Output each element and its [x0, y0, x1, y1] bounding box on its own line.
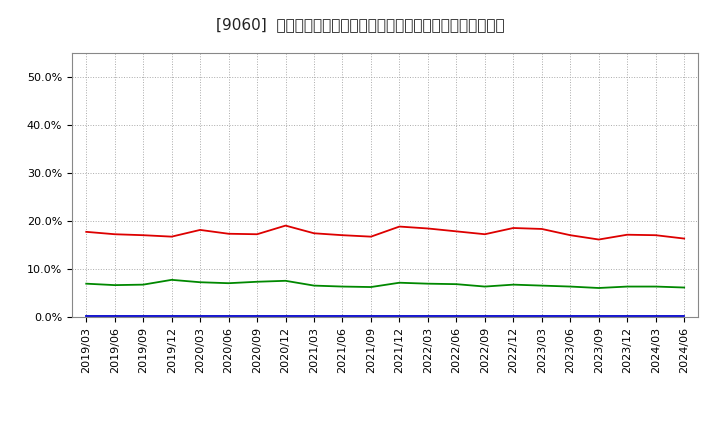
買入債務 — [423, 281, 432, 286]
買入債務 — [282, 278, 290, 283]
在庫 — [652, 314, 660, 319]
売上債権 — [82, 229, 91, 235]
買入債務 — [480, 284, 489, 289]
売上債権 — [167, 234, 176, 239]
売上債権 — [509, 225, 518, 231]
売上債権 — [338, 233, 347, 238]
在庫 — [225, 314, 233, 319]
在庫 — [566, 314, 575, 319]
在庫 — [366, 314, 375, 319]
売上債権 — [623, 232, 631, 237]
在庫 — [395, 314, 404, 319]
買入債務 — [595, 286, 603, 291]
売上債権 — [282, 223, 290, 228]
買入債務 — [452, 282, 461, 287]
売上債権 — [595, 237, 603, 242]
買入債務 — [623, 284, 631, 289]
在庫 — [452, 314, 461, 319]
売上債権 — [680, 236, 688, 241]
Text: [9060]  売上債権、在庫、買入債務の総資産に対する比率の推移: [9060] 売上債権、在庫、買入債務の総資産に対する比率の推移 — [216, 18, 504, 33]
在庫 — [423, 314, 432, 319]
買入債務 — [253, 279, 261, 284]
買入債務 — [680, 285, 688, 290]
買入債務 — [652, 284, 660, 289]
買入債務 — [338, 284, 347, 289]
売上債権 — [310, 231, 318, 236]
買入債務 — [225, 281, 233, 286]
売上債権 — [366, 234, 375, 239]
買入債務 — [310, 283, 318, 288]
買入債務 — [139, 282, 148, 287]
在庫 — [282, 314, 290, 319]
買入債務 — [82, 281, 91, 286]
在庫 — [509, 314, 518, 319]
Line: 買入債務: 買入債務 — [86, 280, 684, 288]
在庫 — [167, 314, 176, 319]
在庫 — [595, 314, 603, 319]
買入債務 — [167, 277, 176, 282]
在庫 — [253, 314, 261, 319]
売上債権 — [452, 229, 461, 234]
買入債務 — [366, 284, 375, 290]
在庫 — [82, 314, 91, 319]
在庫 — [139, 314, 148, 319]
売上債権 — [395, 224, 404, 229]
売上債権 — [537, 226, 546, 231]
買入債務 — [196, 279, 204, 285]
在庫 — [196, 314, 204, 319]
買入債務 — [509, 282, 518, 287]
売上債権 — [652, 233, 660, 238]
Line: 売上債権: 売上債権 — [86, 226, 684, 239]
在庫 — [537, 314, 546, 319]
売上債権 — [139, 233, 148, 238]
在庫 — [310, 314, 318, 319]
買入債務 — [566, 284, 575, 289]
売上債権 — [423, 226, 432, 231]
買入債務 — [537, 283, 546, 288]
売上債権 — [110, 231, 119, 237]
買入債務 — [395, 280, 404, 286]
在庫 — [623, 314, 631, 319]
売上債権 — [480, 231, 489, 237]
売上債権 — [196, 227, 204, 233]
在庫 — [480, 314, 489, 319]
売上債権 — [253, 231, 261, 237]
在庫 — [680, 314, 688, 319]
売上債権 — [225, 231, 233, 236]
買入債務 — [110, 282, 119, 288]
在庫 — [338, 314, 347, 319]
売上債権 — [566, 233, 575, 238]
在庫 — [110, 314, 119, 319]
